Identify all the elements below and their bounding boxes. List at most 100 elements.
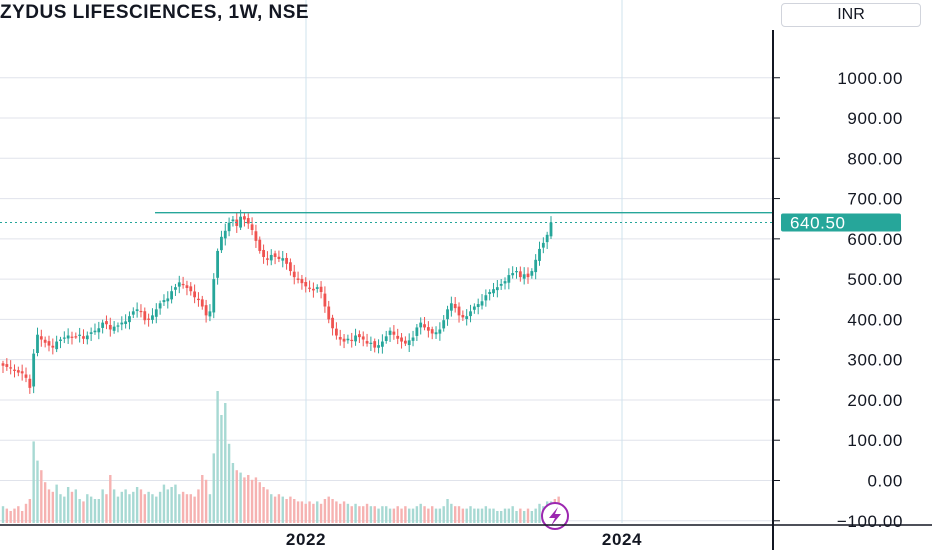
price-axis[interactable]: 1000.00 900.00 800.00 700.00 600.00 500.00 400… — [772, 30, 903, 550]
volume-bar — [78, 499, 81, 523]
volume-bar — [139, 489, 143, 523]
candle-body — [227, 222, 231, 232]
candle-body — [1, 363, 5, 366]
candle-body — [457, 306, 461, 316]
volume-bar — [476, 508, 480, 523]
last-price-badge: 640.50 — [781, 213, 901, 233]
volume-bar — [450, 503, 453, 523]
candle-body — [20, 371, 24, 374]
candle-body — [158, 303, 162, 309]
candle-body — [507, 275, 511, 283]
candle-body — [193, 291, 197, 298]
volume-bar — [434, 508, 438, 523]
candle-body — [262, 249, 265, 257]
volume-bar — [296, 501, 300, 523]
volume-bar — [243, 477, 246, 523]
volume-bar — [189, 494, 192, 523]
volume-bar — [97, 499, 101, 523]
volume-bar — [419, 503, 422, 523]
volume-bar — [281, 496, 284, 523]
candle-body — [541, 242, 545, 248]
volume-bar — [66, 487, 70, 523]
volume-bar — [43, 482, 47, 523]
candle-body — [189, 286, 193, 292]
volume-bar — [396, 506, 399, 523]
volume-bar — [339, 503, 342, 523]
candle-body — [28, 378, 32, 388]
candle-body — [177, 282, 181, 287]
candle-body — [246, 218, 250, 224]
candle-body — [388, 330, 392, 335]
candle-body — [13, 369, 16, 371]
volume-bar — [354, 503, 357, 523]
price-tick-label: 700.00 — [847, 190, 903, 209]
candle-body — [430, 329, 434, 334]
volume-bar — [28, 499, 32, 523]
volume-bar — [40, 470, 43, 523]
candle-body — [354, 335, 357, 342]
candle-body — [47, 341, 51, 346]
volume-bar — [143, 494, 146, 523]
volume-bar — [74, 489, 78, 523]
candle-body — [518, 271, 522, 278]
time-axis[interactable]: 2022 2024 — [0, 524, 932, 549]
volume-bar — [350, 506, 353, 523]
volume-bar — [488, 508, 491, 523]
candle-body — [538, 248, 541, 261]
volume-bar — [496, 511, 499, 523]
volume-bar — [385, 506, 388, 523]
last-price-label: 640.50 — [790, 214, 846, 233]
volume-bar — [522, 511, 526, 523]
candle-body — [285, 257, 288, 264]
candle-body — [472, 306, 476, 310]
candle-body — [369, 342, 373, 344]
volume-bar — [132, 491, 135, 523]
candle-body — [515, 271, 518, 273]
volume-bar — [404, 506, 407, 523]
candle-body — [105, 321, 108, 325]
volume-bar — [13, 508, 16, 523]
volume-bar — [51, 491, 55, 523]
candle-body — [170, 291, 174, 300]
volume-bar — [197, 489, 200, 523]
volume-bar — [381, 506, 384, 523]
volume-bar — [411, 508, 415, 523]
candle-body — [97, 328, 101, 333]
candle-body — [108, 324, 112, 330]
volume-bar — [346, 503, 350, 523]
volume-bar — [289, 496, 292, 523]
candle-body — [85, 335, 89, 340]
volume-bar — [369, 506, 373, 523]
volume-bar — [507, 508, 511, 523]
candle-body — [400, 337, 403, 342]
volume-bar — [208, 494, 212, 523]
volume-bar — [534, 508, 537, 523]
candle-body — [361, 336, 365, 340]
candle-body — [185, 285, 189, 288]
candle-body — [392, 331, 396, 335]
volume-bar — [212, 453, 215, 523]
currency-selector[interactable]: INR — [781, 3, 921, 27]
volume-bar — [220, 415, 223, 523]
candle-body — [403, 340, 407, 344]
volume-bar — [273, 496, 277, 523]
candle-body — [411, 337, 415, 341]
candle-body — [304, 282, 308, 287]
volume-bar — [63, 496, 66, 523]
candle-body — [511, 273, 515, 276]
candle-body — [212, 279, 216, 313]
volume-bar — [266, 489, 269, 523]
volume-bar — [216, 391, 219, 523]
volume-bar — [24, 503, 28, 523]
last-price-badge-bg — [781, 213, 901, 232]
candle-body — [131, 311, 135, 315]
volume-bar — [250, 479, 254, 523]
time-tick-label: 2022 — [286, 530, 326, 549]
volume-bar — [1, 506, 5, 523]
candle-body — [208, 311, 212, 317]
candle-layer — [1, 209, 553, 394]
candle-body — [334, 328, 338, 336]
candle-body — [124, 321, 128, 324]
